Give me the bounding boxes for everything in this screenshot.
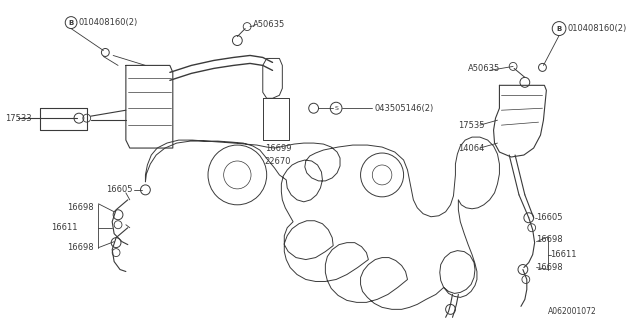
- Text: 16611: 16611: [550, 250, 577, 259]
- Text: 14064: 14064: [458, 144, 484, 153]
- Text: B: B: [68, 20, 74, 26]
- Text: 043505146(2): 043505146(2): [374, 104, 433, 113]
- Text: 16611: 16611: [52, 223, 78, 232]
- Text: 010408160(2): 010408160(2): [79, 18, 138, 27]
- Text: 010408160(2): 010408160(2): [568, 24, 627, 33]
- Text: 22670: 22670: [265, 157, 291, 166]
- Text: A062001072: A062001072: [548, 307, 597, 316]
- Text: 17533: 17533: [6, 114, 32, 123]
- Text: A50635: A50635: [253, 20, 285, 29]
- Text: S: S: [334, 106, 338, 111]
- Text: A50635: A50635: [468, 64, 500, 73]
- Text: 16605: 16605: [536, 213, 563, 222]
- Text: 16698: 16698: [67, 243, 94, 252]
- Text: 16698: 16698: [536, 235, 563, 244]
- Text: B: B: [556, 26, 562, 32]
- Text: 16698: 16698: [536, 263, 563, 272]
- Text: 16698: 16698: [67, 203, 94, 212]
- Text: 16605: 16605: [106, 185, 133, 194]
- Text: 16699: 16699: [265, 144, 291, 153]
- Text: 17535: 17535: [458, 121, 485, 130]
